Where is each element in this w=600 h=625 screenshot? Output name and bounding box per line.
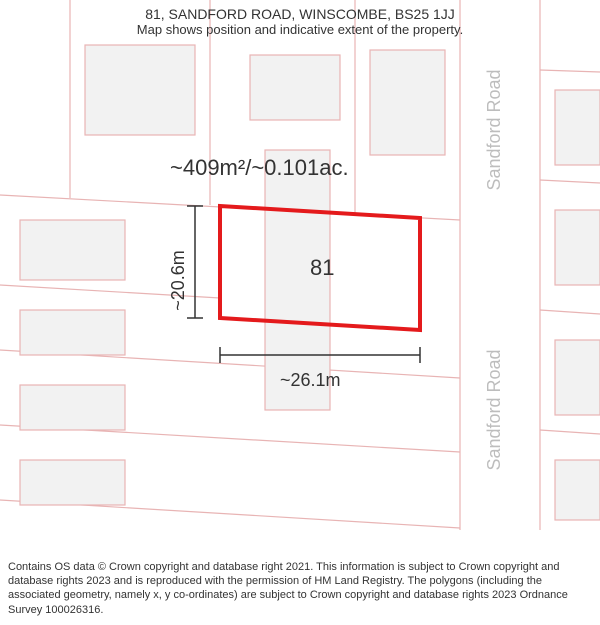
page-subtitle: Map shows position and indicative extent… [10,22,590,37]
width-label: ~26.1m [280,370,341,391]
plot-number: 81 [310,255,334,281]
footer-copyright: Contains OS data © Crown copyright and d… [0,556,600,625]
map-svg: Sandford Road Sandford Road [0,0,600,530]
area-label: ~409m²/~0.101ac. [170,155,349,181]
page-title: 81, SANDFORD ROAD, WINSCOMBE, BS25 1JJ [10,6,590,22]
height-label: ~20.6m [168,250,189,311]
header: 81, SANDFORD ROAD, WINSCOMBE, BS25 1JJ M… [0,0,600,39]
road-label: Sandford Road [484,69,504,190]
road-label: Sandford Road [484,349,504,470]
